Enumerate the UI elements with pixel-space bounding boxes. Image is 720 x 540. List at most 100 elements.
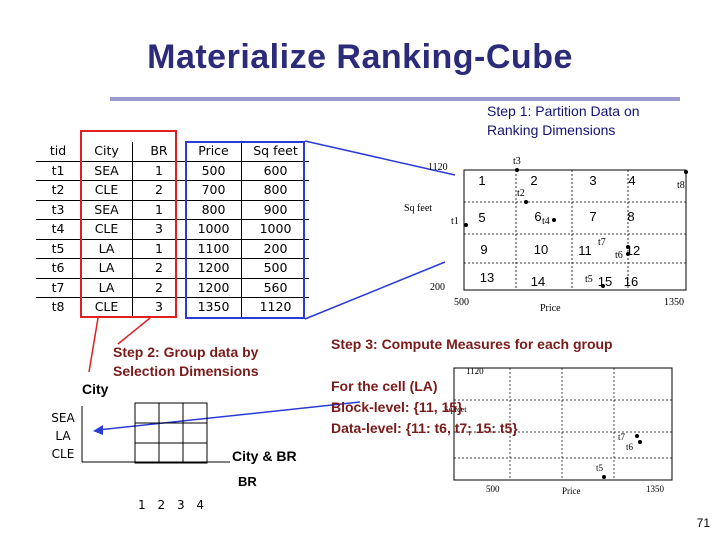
small-x-tick-right: 1350 [646,484,665,494]
cell-number: 1 [478,173,485,188]
data-point [464,223,468,227]
cell-number: 14 [531,274,545,289]
arrow-head-icon [93,425,103,435]
cell: CLE [80,180,133,201]
br-value: 4 [196,498,205,512]
data-point [552,218,556,222]
data-point [684,170,688,174]
data-table: tid City BR Price Sq feet t1 SEA 1 500 600 t… [36,142,309,317]
point-label: t7 [618,432,626,442]
x-tick-right: 1350 [664,297,684,308]
cell-number: 8 [627,209,634,224]
data-point [602,475,606,479]
data-point [638,440,642,444]
small-x-label: Price [562,486,581,496]
point-label: t5 [596,463,604,473]
table-row: t6 LA 2 1200 500 [36,258,309,279]
x-tick-left: 500 [454,297,469,308]
small-plot: 1120 Sq feet 500 1350 Price t7 t6 t5 [444,366,673,496]
col-header-city: City [80,142,133,162]
cell-number: 9 [480,242,487,257]
data-point [601,284,605,288]
y-axis-label: Sq feet [404,203,432,214]
cube-br-label: BR [238,474,257,489]
point-label: t1 [451,216,459,227]
ranking-dims-highlight [185,141,305,319]
connector-red-right [117,317,151,345]
table-row: t5 LA 1 1100 200 [36,238,309,259]
point-label: t6 [615,250,623,261]
cell: CLE [80,297,133,317]
cell-number: 11 [578,243,592,258]
measures-line1: For the cell (LA) [331,378,438,394]
small-x-tick-left: 500 [486,484,500,494]
cell: 1000 [185,219,242,240]
small-y-label: Sq feet [444,405,467,414]
city-value: LA [55,429,71,443]
cell: 500 [241,258,309,279]
point-label: t8 [677,180,685,191]
cell: 1100 [185,238,242,259]
cell-number: 16 [624,274,638,289]
step3-label: Step 3: Compute Measures for each group [331,336,613,352]
cell: LA [80,258,133,279]
cube-city-values: SEA LA CLE [50,409,76,463]
point-label: t6 [626,442,634,452]
step2-label: Step 2: Group data by Selection Dimensio… [113,343,258,381]
cell-number: 3 [589,173,596,188]
step1-label: Step 1: Partition Data on Ranking Dimens… [487,102,640,140]
cube-city-label: City [82,381,109,397]
cell: 700 [185,180,242,201]
br-value: 3 [176,498,185,512]
cell-number: 13 [480,270,494,285]
table-header-row: tid City BR Price Sq feet [36,142,309,162]
data-point [524,200,528,204]
title-underline [110,97,680,101]
y-tick-bottom: 200 [430,282,445,293]
cell-number: 15 [598,274,612,289]
point-label: t4 [542,216,550,227]
partition-plot: 1120 200 Sq feet 500 1350 Price 1 2 3 4 … [404,156,688,313]
point-label: t7 [598,237,606,248]
cell: 1350 [185,297,242,317]
city-value: SEA [51,411,75,425]
cell-number: 5 [478,210,485,225]
x-axis-label: Price [540,303,561,313]
cube-city-br-label: City & BR [232,448,297,464]
y-tick-top: 1120 [428,162,448,173]
small-plot-frame [453,367,673,481]
col-header-tid: tid [36,142,81,162]
cell-number: 7 [589,209,596,224]
step2-line2: Selection Dimensions [113,363,259,379]
page-number: 71 [696,516,710,530]
selection-dims-highlight [80,130,177,318]
step1-line1: Step 1: Partition Data on [487,103,640,119]
cell: t4 [36,219,81,240]
table-row: t7 LA 2 1200 560 [36,277,309,298]
cube-br-values: 1 2 3 4 [138,498,204,512]
data-point [626,252,630,256]
cell: SEA [80,199,133,220]
measures-line3: Data-level: {11: t6, t7; 15: t5} [331,420,518,436]
cell: 1000 [241,219,309,240]
col-header-br: BR [132,142,186,162]
data-point [635,434,639,438]
partition-plot-frame [463,169,687,291]
data-point [515,168,519,172]
cell: 800 [241,180,309,201]
point-label: t2 [517,188,525,199]
cell-number: 6 [534,209,541,224]
cell: CLE [80,219,133,240]
col-header-sqfeet: Sq feet [241,142,309,162]
br-value: 1 [138,498,146,512]
cell-number: 10 [534,242,548,257]
cell: 900 [241,199,309,220]
connector-red-left [88,317,99,373]
table-row: t4 CLE 3 1000 1000 [36,219,309,240]
cell: t6 [36,258,81,279]
data-point [626,245,630,249]
table-row: t2 CLE 2 700 800 [36,180,309,201]
measures-text: For the cell (LA) Block-level: {11, 15} … [331,376,518,439]
step1-line2: Ranking Dimensions [487,122,616,138]
